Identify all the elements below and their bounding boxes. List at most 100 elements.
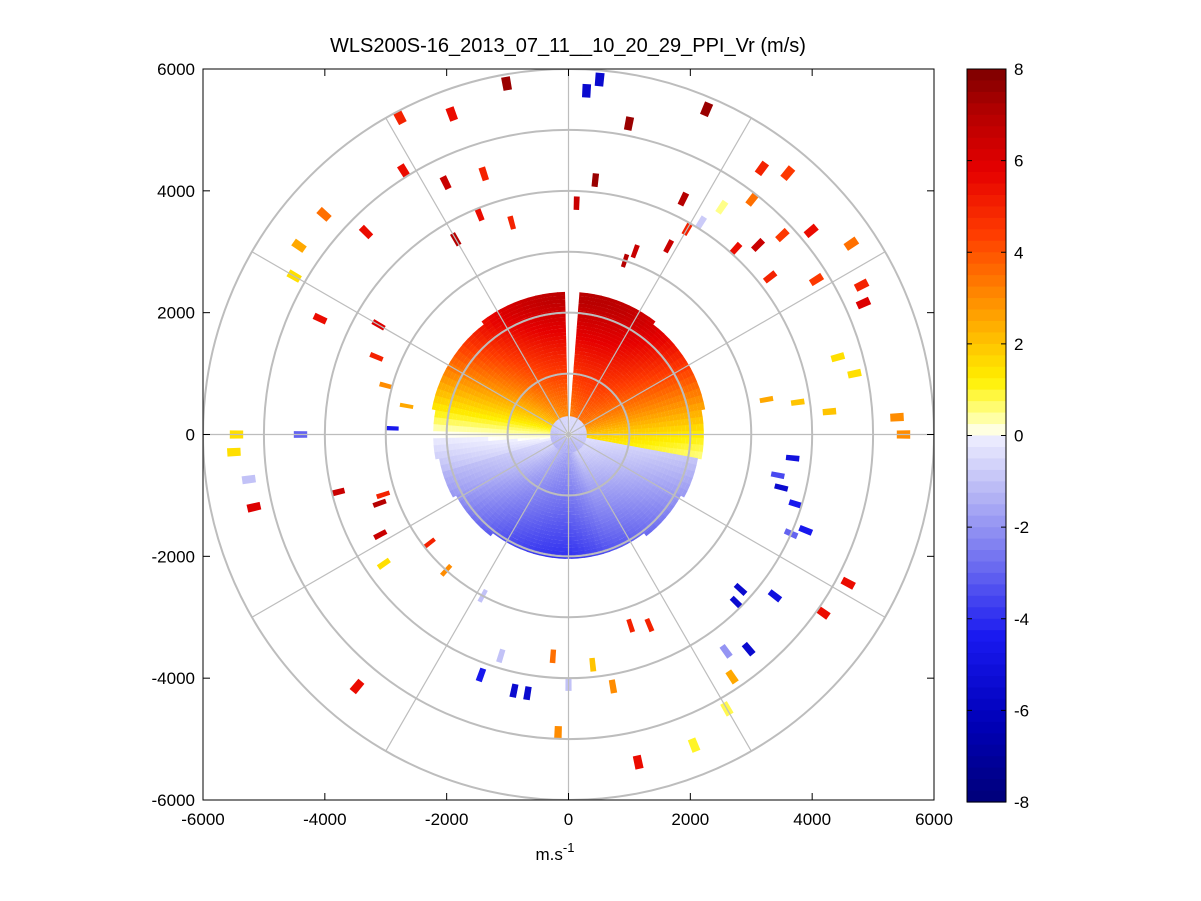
sweep-cell — [636, 443, 642, 448]
sweep-cell — [577, 425, 581, 429]
sweep-cell — [564, 441, 567, 446]
sweep-cell — [512, 359, 519, 365]
sweep-cell — [580, 475, 585, 481]
far-return-cell — [316, 206, 332, 222]
sweep-cell — [497, 347, 505, 354]
sweep-cell — [487, 516, 496, 524]
sweep-cell — [595, 355, 601, 361]
sweep-cell — [560, 413, 563, 418]
sweep-cell — [565, 408, 567, 413]
sweep-cell — [576, 424, 581, 428]
sweep-cell — [583, 454, 587, 459]
sweep-cell — [606, 511, 613, 518]
sweep-cell — [638, 357, 646, 365]
sweep-cell — [580, 483, 585, 488]
sweep-cell — [549, 292, 558, 297]
sweep-cell — [585, 441, 589, 444]
sweep-cell — [539, 436, 544, 439]
sweep-cell — [628, 445, 634, 450]
colorbar-tick-label: 6 — [1014, 152, 1023, 171]
sweep-cell — [500, 402, 506, 408]
sweep-cell — [537, 517, 544, 523]
colorbar-swatch — [967, 756, 1006, 769]
sweep-cell — [473, 426, 478, 433]
sweep-cell — [605, 304, 614, 311]
sweep-cell — [506, 409, 512, 414]
colorbar-swatch — [967, 320, 1006, 334]
sweep-cell — [451, 419, 457, 426]
sweep-cell — [576, 414, 580, 419]
sweep-cell — [475, 455, 481, 462]
sweep-cell — [621, 302, 631, 310]
sweep-cell — [610, 467, 616, 473]
sweep-cell — [600, 415, 605, 419]
sweep-cell — [456, 407, 462, 415]
sweep-cell — [543, 453, 548, 458]
sweep-cell — [575, 488, 580, 493]
sweep-cell — [652, 487, 660, 495]
sweep-cell — [460, 477, 467, 486]
sweep-cell — [592, 331, 599, 337]
sweep-cell — [614, 335, 621, 342]
sweep-cell — [497, 524, 505, 532]
sweep-cell — [586, 430, 591, 433]
sweep-cell — [599, 458, 604, 464]
sweep-cell — [496, 405, 501, 411]
sweep-cell — [540, 443, 545, 446]
sweep-cell — [540, 409, 545, 414]
sweep-cell — [668, 378, 675, 386]
sweep-cell — [562, 401, 565, 406]
colorbar-tick-label: 2 — [1014, 335, 1023, 354]
sweep-cell — [655, 385, 662, 393]
sweep-cell — [583, 415, 588, 420]
sweep-cell — [560, 439, 564, 443]
sweep-cell — [490, 486, 497, 493]
sweep-cell — [538, 370, 544, 376]
colorbar-swatch — [967, 595, 1006, 608]
colorbar-swatch — [967, 286, 1006, 299]
sweep-cell — [524, 351, 531, 358]
sweep-cell — [547, 438, 551, 441]
sweep-cell — [596, 426, 601, 430]
sweep-cell — [524, 437, 529, 441]
sweep-cell — [597, 393, 602, 399]
sweep-cell — [573, 368, 578, 373]
sweep-cell — [526, 396, 532, 402]
sweep-cell — [540, 338, 547, 344]
sweep-cell — [546, 404, 550, 409]
sweep-cell — [570, 518, 576, 523]
sweep-cell — [586, 429, 591, 432]
sweep-cell — [649, 337, 657, 345]
sweep-cell — [589, 491, 594, 497]
sweep-cell — [564, 452, 567, 457]
sweep-cell — [474, 496, 482, 504]
sweep-cell — [597, 409, 602, 414]
sweep-cell — [561, 435, 565, 436]
sweep-cell — [598, 399, 604, 405]
sweep-cell — [610, 521, 618, 528]
sweep-cell — [650, 507, 658, 516]
sweep-cell — [589, 544, 596, 550]
sweep-cell — [510, 423, 515, 428]
sweep-cell — [680, 481, 687, 490]
sweep-cell — [629, 456, 635, 462]
sweep-cell — [472, 478, 479, 486]
sweep-cell — [652, 427, 657, 433]
sweep-cell — [537, 458, 542, 463]
sweep-cell — [685, 437, 690, 445]
sweep-cell — [663, 468, 669, 476]
sweep-cell — [583, 348, 590, 353]
sweep-cell — [542, 384, 547, 390]
chart-title: WLS200S-16_2013_07_11__10_20_29_PPI_Vr (… — [330, 35, 806, 57]
far-return-cell — [623, 116, 635, 131]
sweep-cell — [645, 436, 649, 441]
sweep-cell — [574, 447, 578, 452]
sweep-cell — [560, 335, 567, 340]
sweep-cell — [524, 413, 529, 418]
sweep-cell — [563, 467, 566, 472]
sweep-cell — [637, 319, 646, 327]
sweep-cell — [576, 325, 583, 330]
sweep-cell — [560, 488, 565, 493]
sweep-cell — [547, 456, 551, 461]
sweep-cell — [587, 352, 593, 358]
